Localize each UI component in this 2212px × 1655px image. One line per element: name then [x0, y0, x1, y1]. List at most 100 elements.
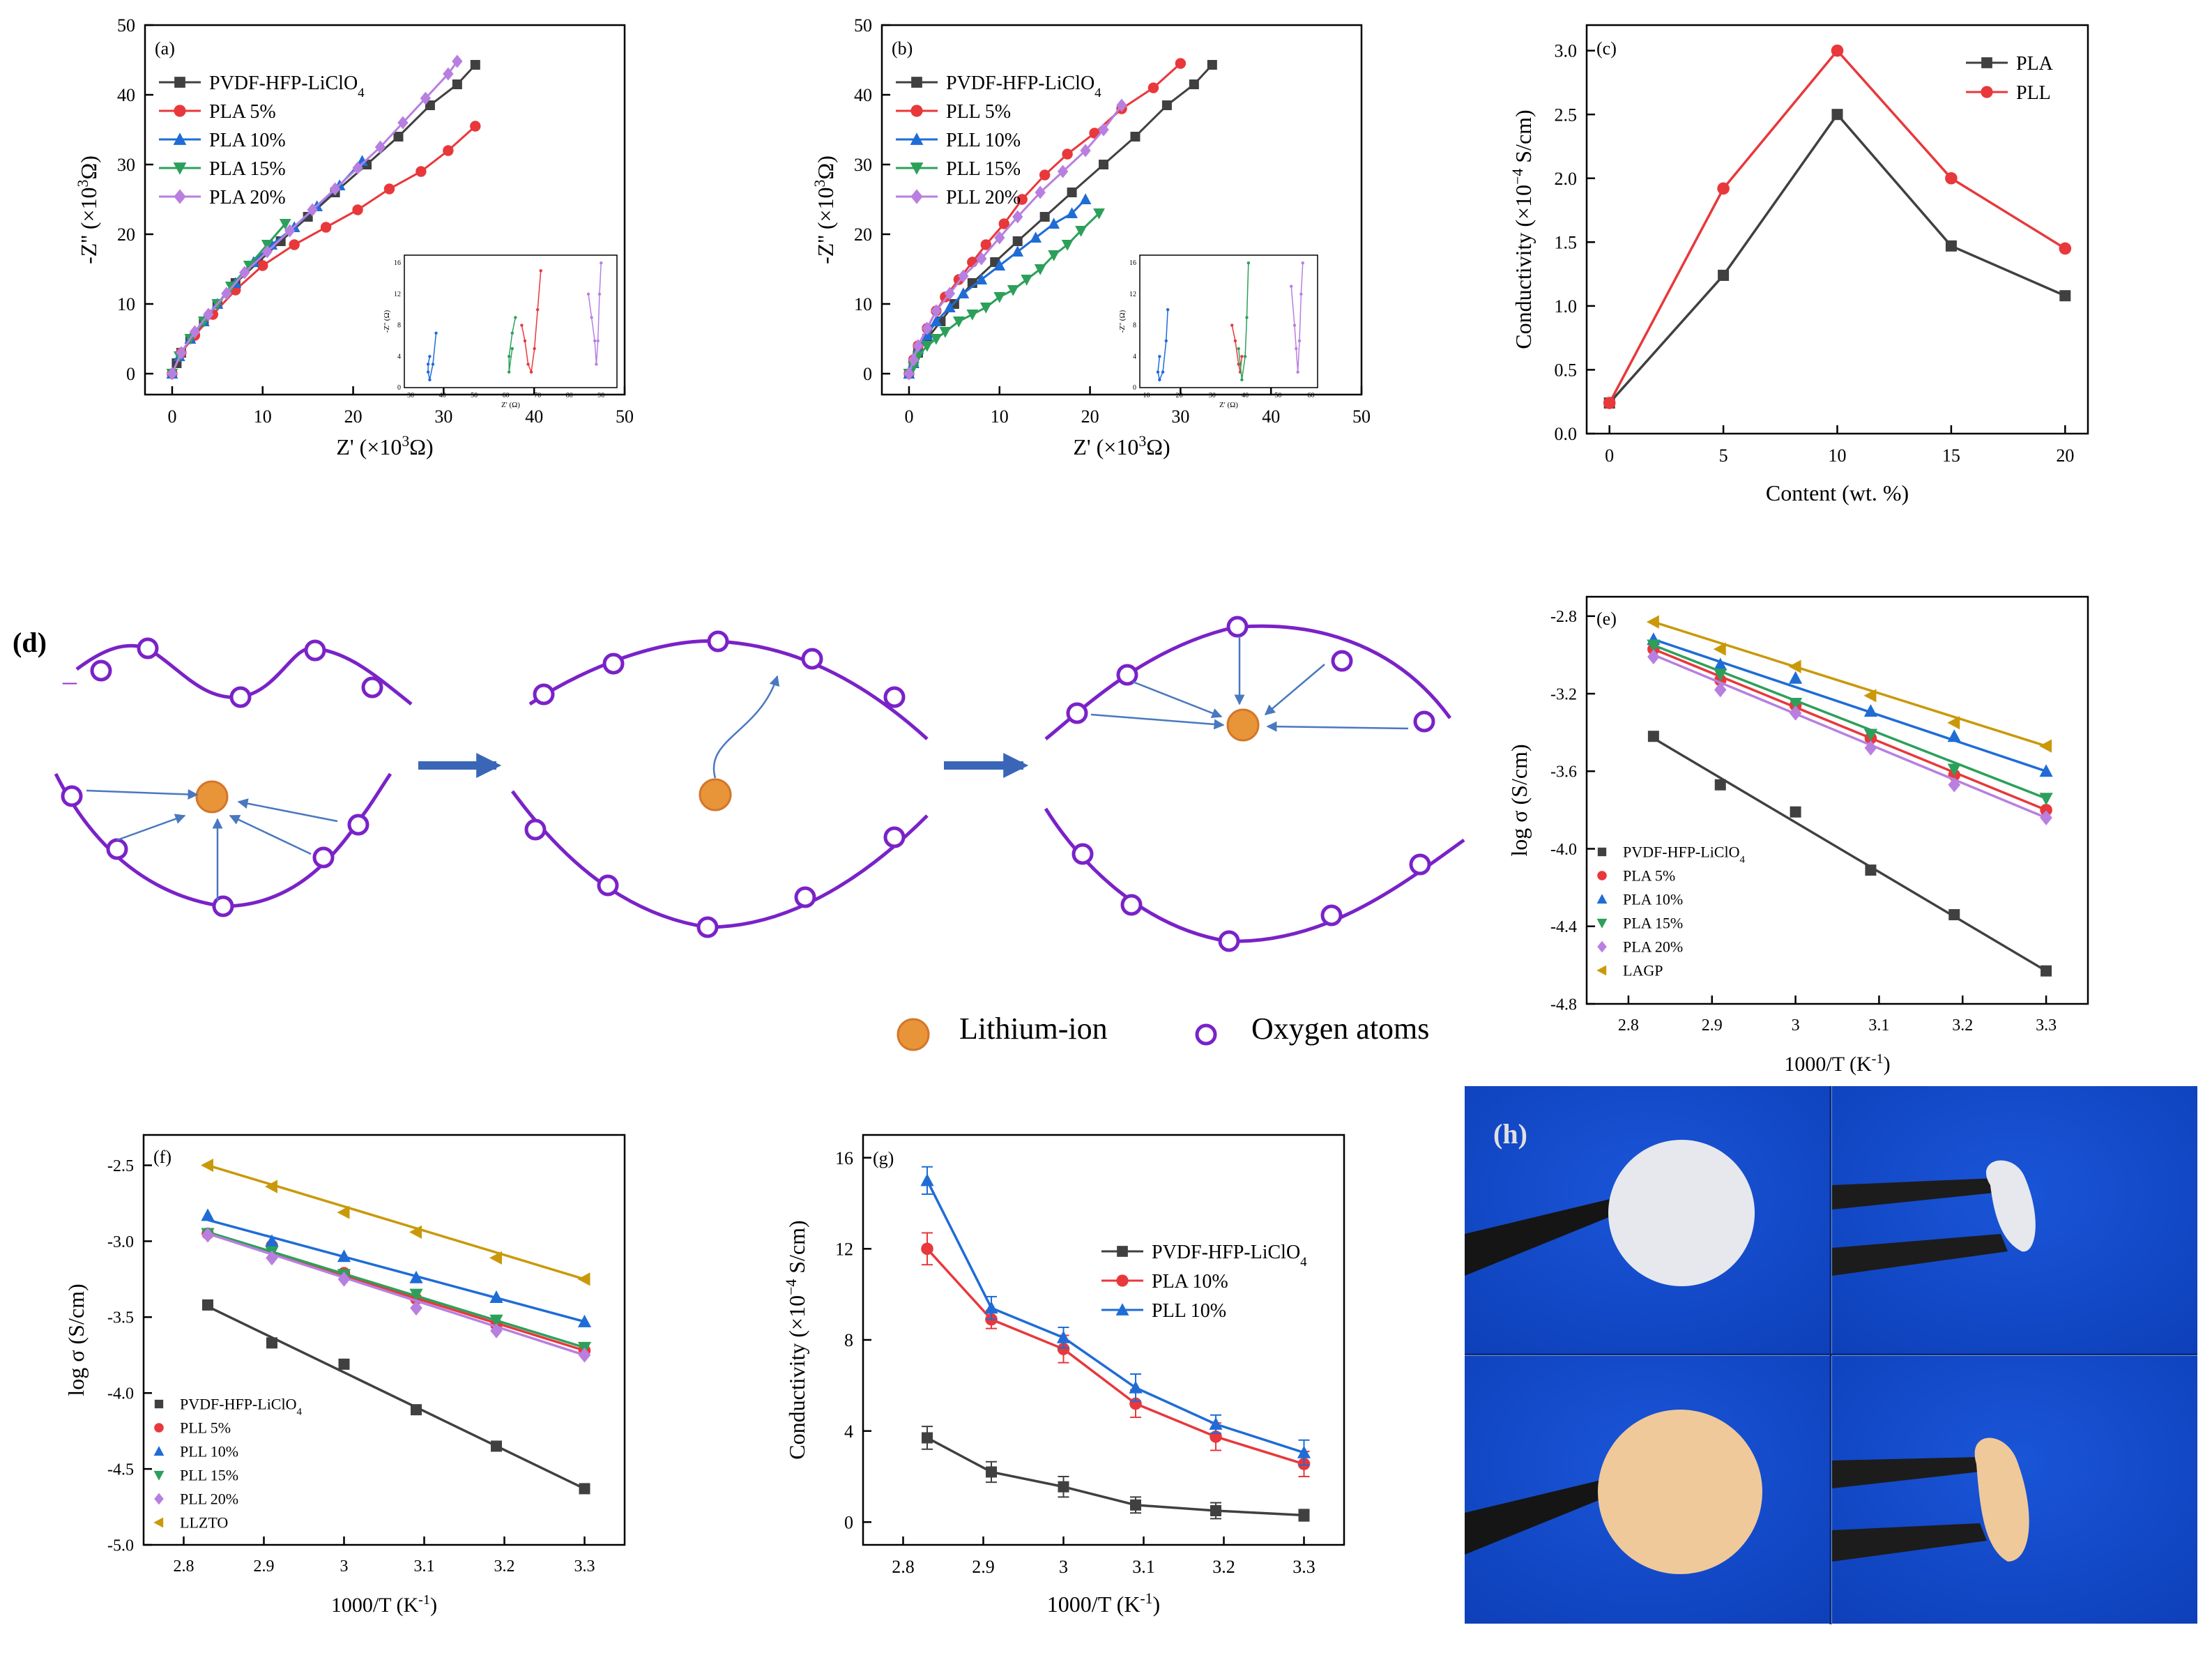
x-tick-label: 20 — [344, 406, 363, 427]
panel-label: (g) — [873, 1148, 894, 1168]
y-tick-label: 20 — [854, 224, 872, 245]
x-tick-label: 3.3 — [1292, 1557, 1315, 1577]
data-point — [337, 1205, 350, 1219]
inset-data-point — [1161, 370, 1165, 374]
data-point — [1714, 682, 1727, 698]
legend-label: PLL 5% — [180, 1419, 231, 1437]
inset-y-tick-label: 8 — [397, 322, 401, 330]
data-point — [470, 121, 481, 132]
panel-d-ion-transport-schematic: (d)– Lithium-ion Oxygen atoms — [13, 616, 1465, 1051]
legend-marker — [174, 77, 185, 88]
x-tick-label: 15 — [1942, 445, 1960, 466]
tweezer-arm — [1832, 1523, 1987, 1562]
data-point — [203, 307, 214, 321]
data-point — [1057, 1343, 1070, 1355]
data-point — [1012, 245, 1024, 257]
data-point — [1129, 1380, 1143, 1394]
plot-frame — [142, 1134, 626, 1546]
series-line — [1608, 112, 2066, 404]
y-tick-label: 1.0 — [1555, 296, 1578, 316]
y-tick-label: -5.0 — [107, 1536, 134, 1555]
inset-series-line — [1157, 310, 1168, 382]
inset-x-tick-label: 90 — [597, 392, 604, 399]
inset-x-tick-label: 60 — [1308, 392, 1315, 399]
y-tick-label: 20 — [117, 224, 135, 245]
data-point — [579, 1483, 590, 1495]
oxygen-atom — [1116, 664, 1138, 686]
data-point — [409, 1270, 423, 1283]
y-tick-label: 2.5 — [1555, 105, 1578, 125]
data-point — [1790, 806, 1801, 818]
fit-line — [207, 1232, 586, 1357]
coordination-arrow — [1266, 721, 1409, 732]
inset-x-tick-label: 60 — [503, 392, 510, 399]
inset-data-point — [1238, 363, 1242, 366]
legend-marker — [1596, 894, 1608, 904]
legend-label: PLL — [2016, 82, 2051, 104]
data-point — [197, 316, 210, 328]
data-point — [1016, 194, 1028, 205]
data-point — [307, 203, 318, 217]
y-tick-label: 30 — [117, 155, 135, 175]
data-point — [980, 239, 991, 250]
inset-data-point — [431, 363, 435, 366]
data-point — [908, 353, 920, 367]
inset-y-tick-label: 8 — [1133, 322, 1136, 330]
polymer-chain — [54, 772, 392, 908]
data-point — [1057, 165, 1069, 178]
inset-x-tick-label: 30 — [407, 392, 414, 399]
inset-x-label: Z' (Ω) — [1219, 401, 1238, 409]
inset-y-tick-label: 4 — [397, 353, 401, 360]
inset-x-tick-label: 30 — [1209, 392, 1216, 399]
data-point — [470, 60, 480, 70]
y-tick-label: 0.0 — [1555, 424, 1578, 444]
data-point — [489, 1290, 503, 1304]
data-point — [176, 346, 187, 360]
y-tick-label: 4 — [844, 1421, 853, 1442]
panel-label: (d) — [13, 627, 47, 658]
minus-sign: – — [62, 665, 77, 696]
oxygen-atom — [61, 785, 83, 807]
legend-marker — [154, 1399, 164, 1409]
data-point — [1945, 171, 1958, 185]
data-point — [1098, 123, 1109, 137]
data-point — [577, 1314, 592, 1327]
fit-line — [207, 1164, 586, 1281]
x-tick-label: 2.8 — [174, 1557, 194, 1576]
y-tick-label: 3.0 — [1555, 41, 1578, 61]
data-point — [1039, 169, 1051, 181]
data-point — [922, 321, 933, 335]
x-tick-label: 2.8 — [892, 1557, 915, 1577]
legend-marker — [153, 1446, 165, 1456]
panel-label: (c) — [1596, 38, 1617, 59]
data-point — [443, 67, 454, 81]
oxygen-atom — [696, 916, 719, 938]
data-point — [415, 166, 427, 177]
inset-data-point — [508, 370, 511, 374]
legend-marker — [153, 1470, 165, 1481]
data-point — [1207, 60, 1217, 70]
legend-label: PLA — [2016, 53, 2054, 75]
data-point — [1080, 144, 1091, 158]
data-point — [489, 1314, 503, 1327]
inset-y-tick-label: 16 — [394, 259, 401, 267]
tweezer-arm — [1832, 1234, 2008, 1276]
data-point — [356, 155, 368, 166]
panel-label: (a) — [155, 38, 175, 59]
inset-data-point — [535, 308, 540, 312]
inset-x-tick-label: 20 — [1176, 392, 1183, 399]
x-tick-label: 3 — [1792, 1016, 1800, 1035]
x-tick-label: 30 — [1171, 406, 1189, 427]
x-tick-label: 3.1 — [1868, 1016, 1889, 1035]
data-point — [352, 161, 363, 175]
data-point — [939, 327, 952, 338]
data-point — [320, 222, 332, 233]
y-axis-label: log σ (S/cm) — [1507, 744, 1532, 856]
data-point — [1093, 208, 1105, 220]
data-point — [491, 1440, 502, 1452]
fit-line — [1653, 648, 2047, 811]
data-point — [1061, 240, 1074, 251]
data-point — [374, 140, 386, 154]
data-point — [958, 269, 969, 283]
